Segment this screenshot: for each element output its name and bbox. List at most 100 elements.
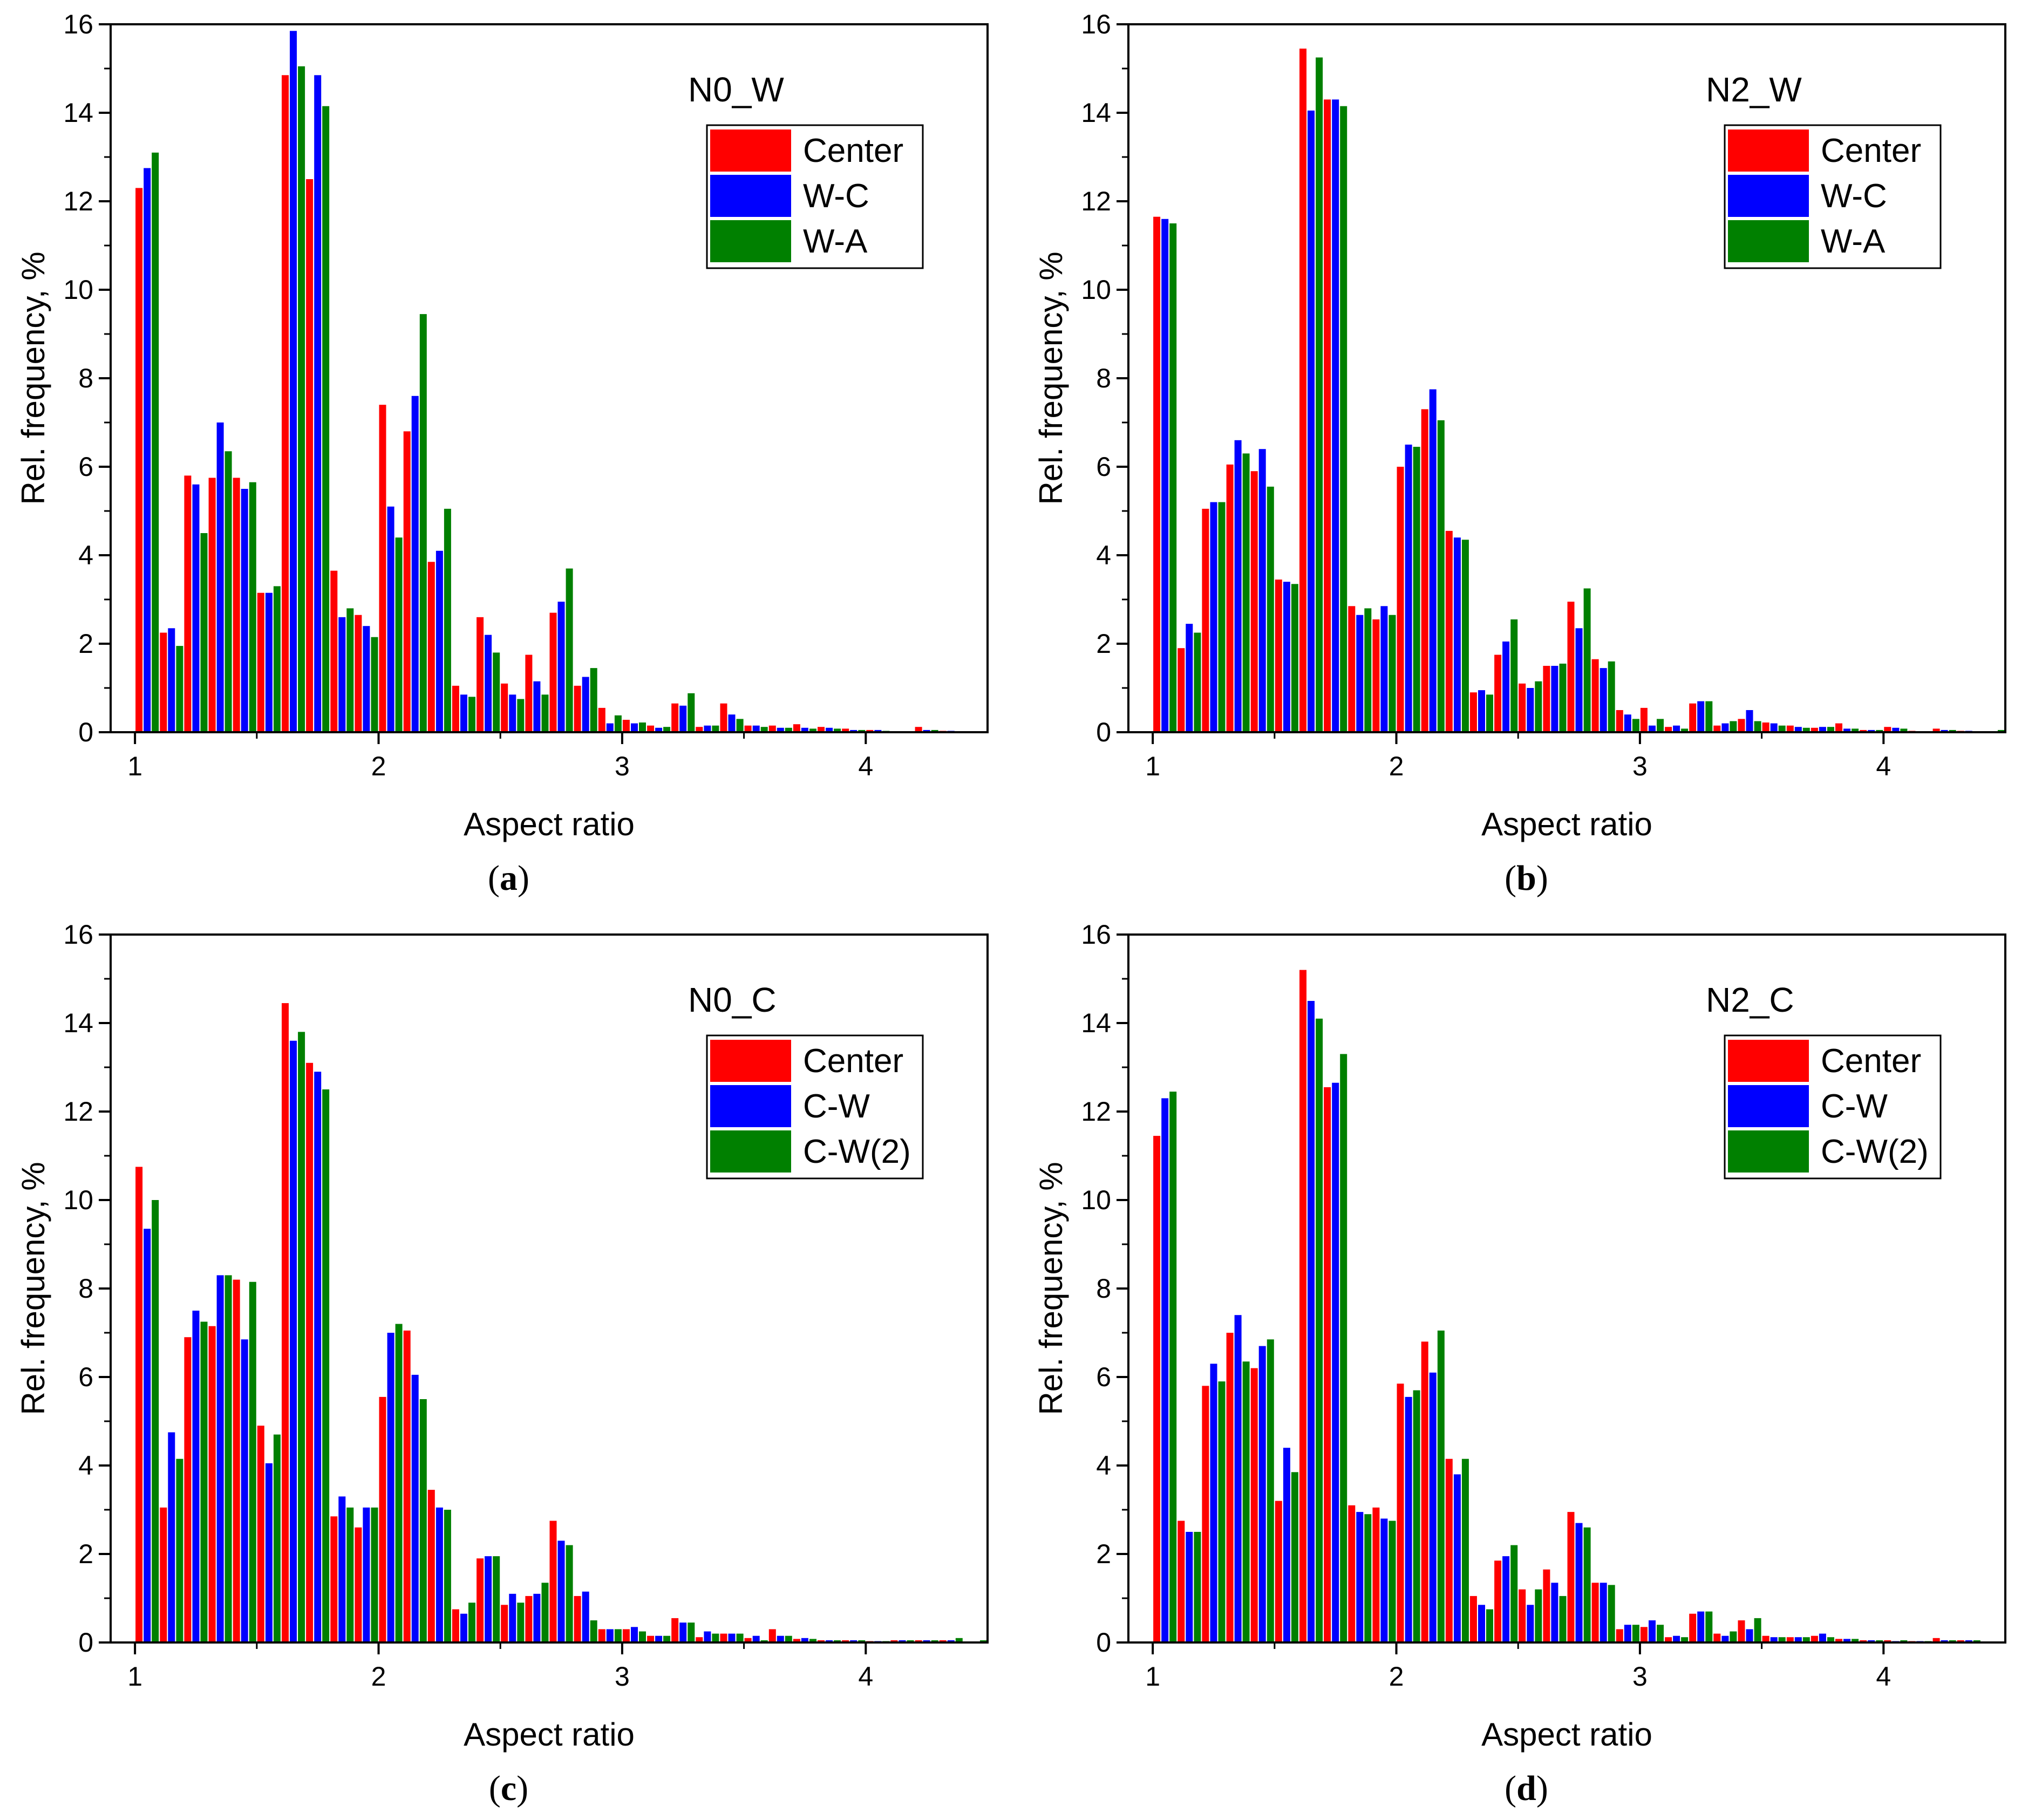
bar-w-c-3 (216, 422, 224, 732)
bar-center-7 (1324, 99, 1331, 732)
bar-c-w-2--23 (712, 1633, 719, 1642)
bar-c-w-2--2 (1218, 1381, 1226, 1642)
x-tick-label: 3 (1632, 751, 1648, 781)
y-tick-label: 14 (1081, 98, 1111, 128)
bar-center-1 (1178, 648, 1185, 732)
bar-c-w-9 (1380, 1518, 1388, 1642)
bar-c-w-2--32 (931, 1640, 938, 1642)
bar-w-c-20 (631, 723, 638, 732)
y-axis-title: Rel. frequency, % (1033, 1162, 1069, 1415)
bar-center-30 (1884, 1640, 1891, 1642)
bar-w-a-29 (1876, 730, 1883, 732)
bar-w-c-9 (1380, 606, 1388, 732)
bar-center-27 (793, 1639, 800, 1642)
bar-w-c-27 (1819, 727, 1826, 732)
y-tick-label: 12 (63, 186, 93, 216)
bar-c-w-2--8 (346, 1507, 354, 1642)
bar-center-27 (793, 724, 800, 732)
bar-c-w-2--13 (468, 1603, 475, 1642)
y-tick-label: 12 (63, 1096, 93, 1127)
bar-center-25 (1762, 722, 1769, 732)
bar-w-c-12 (1453, 537, 1461, 732)
bar-c-w-2--28 (834, 1640, 841, 1642)
legend-swatch-1 (710, 1085, 791, 1127)
bar-w-a-28 (1852, 728, 1859, 732)
bar-center-7 (1324, 1087, 1331, 1642)
bar-center-6 (1299, 970, 1306, 1642)
bar-c-w-2--27 (1827, 1637, 1834, 1642)
bar-c-w-2--13 (1486, 1609, 1493, 1642)
bar-c-w-26 (1794, 1637, 1802, 1642)
bar-w-a-29 (858, 730, 866, 732)
bar-w-a-14 (1510, 619, 1518, 732)
bar-center-22 (671, 1618, 679, 1642)
bar-center-5 (257, 592, 264, 732)
bar-c-w-13 (1478, 1605, 1485, 1642)
bar-w-a-22 (1705, 701, 1713, 732)
bar-w-a-13 (1486, 694, 1493, 732)
bar-w-a-32 (1949, 730, 1956, 732)
bar-c-w-2--14 (1510, 1545, 1518, 1642)
x-tick-label: 2 (371, 1661, 386, 1692)
bar-w-a-24 (1754, 721, 1761, 732)
bar-w-c-30 (874, 730, 882, 732)
bar-c-w-6 (290, 1040, 297, 1642)
bar-center-3 (1226, 464, 1234, 732)
bar-center-26 (768, 1629, 776, 1642)
bar-center-4 (1250, 471, 1258, 732)
bar-center-10 (1397, 467, 1404, 732)
legend-label-1: W-C (803, 178, 869, 215)
bar-w-a-34 (1998, 730, 2005, 732)
legend-label-1: W-C (1821, 178, 1887, 215)
bar-c-w-2--20 (1657, 1625, 1664, 1642)
legend: Center C-W C-W(2) (706, 1034, 924, 1180)
y-tick-label: 16 (63, 9, 93, 39)
bar-w-a-2 (200, 533, 208, 732)
x-tick-label: 1 (127, 751, 142, 781)
bar-w-c-17 (557, 602, 565, 732)
bar-c-w-2--15 (1535, 1589, 1542, 1642)
legend-swatch-1 (1728, 1085, 1809, 1127)
bar-w-a-14 (493, 652, 500, 732)
bar-w-c-8 (338, 617, 346, 732)
bar-c-w-2--7 (1340, 1054, 1347, 1642)
y-tick-label: 12 (1081, 1096, 1111, 1127)
bar-w-a-7 (322, 106, 330, 733)
bar-c-w-2--3 (224, 1275, 232, 1642)
bar-w-c-14 (485, 635, 492, 732)
bar-c-w-2--26 (1802, 1637, 1810, 1642)
bar-center-30 (866, 730, 874, 732)
bar-c-w-1 (1186, 1532, 1193, 1642)
bar-w-a-15 (517, 699, 525, 732)
bar-w-c-16 (533, 681, 541, 732)
bar-w-a-1 (1194, 632, 1201, 732)
bar-w-a-26 (785, 727, 792, 732)
bar-c-w-4 (241, 1339, 248, 1642)
bar-c-w-2--0 (152, 1200, 159, 1642)
bar-w-c-7 (1332, 99, 1339, 732)
bar-c-w-2--29 (1876, 1640, 1883, 1642)
x-tick-label: 3 (615, 751, 630, 781)
x-tick-label: 2 (371, 751, 386, 781)
bar-center-30 (1884, 727, 1891, 732)
bar-w-c-14 (1502, 641, 1510, 732)
bar-c-w-2--20 (639, 1631, 646, 1642)
bar-c-w-2--18 (1608, 1585, 1615, 1642)
bar-c-w-19 (1624, 1625, 1631, 1642)
y-tick-label: 10 (1081, 275, 1111, 305)
bar-c-w-18 (1600, 1583, 1607, 1642)
bar-w-c-12 (435, 550, 443, 732)
bar-center-22 (1689, 703, 1697, 732)
legend: Center W-C W-A (706, 124, 924, 269)
legend-swatch-2 (1728, 220, 1809, 262)
sample-label: N2_C (1706, 980, 1794, 1019)
bar-w-a-18 (1608, 661, 1615, 732)
y-axis-title: Rel. frequency, % (15, 251, 51, 505)
bar-center-6 (282, 1003, 289, 1642)
bar-center-27 (1811, 727, 1818, 732)
bar-w-c-10 (387, 506, 394, 732)
bar-w-c-32 (1941, 730, 1948, 732)
